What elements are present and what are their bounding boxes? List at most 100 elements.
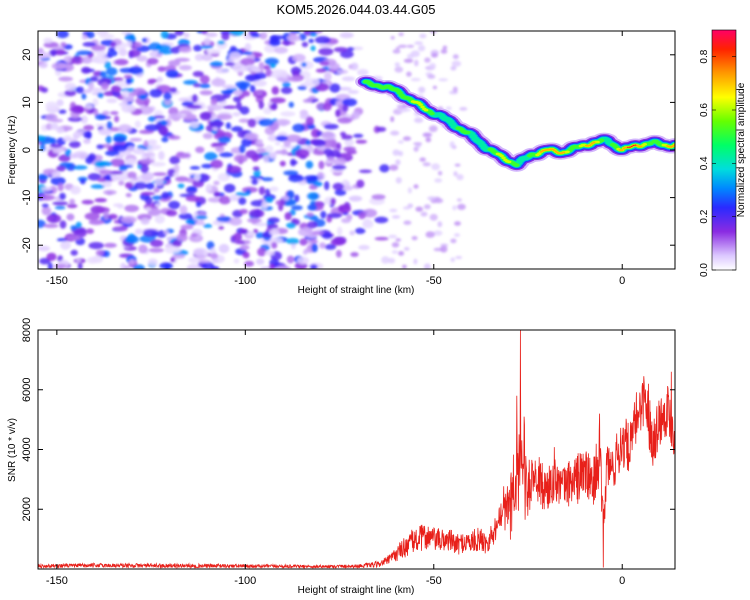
ridge-point	[628, 146, 631, 148]
noise-blob	[269, 229, 280, 236]
noise-blob	[455, 256, 463, 259]
noise-blob	[123, 74, 133, 79]
noise-blob	[43, 37, 53, 44]
x-tick-label: -150	[46, 575, 68, 587]
noise-blob	[202, 262, 215, 269]
noise-blob	[168, 135, 181, 140]
noise-blob	[392, 49, 401, 54]
noise-blob	[239, 208, 248, 215]
noise-blob	[147, 144, 162, 150]
noise-blob	[403, 108, 412, 112]
ridge-point	[554, 150, 558, 153]
ridge-point	[513, 163, 520, 167]
noise-blob	[255, 139, 263, 145]
noise-blob	[217, 173, 230, 182]
noise-blob	[431, 53, 438, 58]
noise-blob	[135, 96, 150, 106]
noise-blob	[91, 45, 106, 51]
ridge-point	[424, 108, 429, 112]
noise-blob	[198, 259, 211, 264]
ridge-point	[639, 145, 643, 148]
noise-blob	[112, 90, 121, 98]
noise-blob	[70, 185, 81, 195]
x-tick-label: 0	[619, 575, 625, 587]
noise-blob	[247, 218, 262, 223]
noise-blob	[110, 111, 119, 115]
noise-blob	[57, 183, 64, 192]
noise-blob	[283, 170, 299, 176]
noise-blob	[322, 138, 337, 148]
noise-blob	[189, 166, 201, 170]
noise-blob	[225, 62, 235, 66]
noise-blob	[267, 237, 283, 245]
noise-blob	[394, 62, 400, 67]
noise-blob	[124, 33, 135, 41]
noise-blob	[337, 86, 352, 91]
noise-blob	[406, 71, 412, 77]
noise-blob	[257, 247, 267, 257]
noise-blob	[259, 32, 268, 40]
noise-blob	[211, 78, 226, 87]
noise-blob	[456, 174, 464, 181]
noise-blob	[398, 32, 404, 37]
colorbar-tick-label: 0.8	[699, 49, 710, 63]
noise-blob	[105, 135, 112, 144]
noise-blob	[324, 181, 330, 191]
noise-blob	[99, 71, 107, 78]
noise-blob	[264, 197, 274, 203]
spectrogram-y-axis-label: Frequency (Hz)	[7, 116, 18, 185]
noise-blob	[423, 263, 431, 269]
colorbar-tick-label: 0.6	[699, 103, 710, 117]
noise-blob	[390, 116, 395, 123]
noise-blob	[79, 153, 86, 160]
noise-blob	[215, 68, 230, 74]
noise-blob	[286, 35, 301, 42]
noise-blob	[332, 182, 344, 191]
noise-blob	[419, 157, 426, 162]
noise-blob	[82, 41, 97, 47]
noise-blob	[126, 40, 133, 48]
noise-blob	[348, 195, 363, 202]
noise-blob	[158, 150, 165, 160]
noise-blob	[60, 42, 67, 47]
noise-blob	[410, 50, 420, 58]
noise-blob	[275, 265, 292, 269]
ridge-point	[632, 144, 635, 147]
noise-blob	[164, 98, 172, 106]
noise-blob	[209, 61, 223, 67]
noise-blob	[225, 122, 232, 130]
noise-blob	[112, 144, 128, 152]
noise-blob	[151, 162, 166, 167]
x-tick-label: -50	[426, 275, 442, 287]
noise-blob	[183, 32, 190, 38]
noise-blob	[186, 263, 201, 269]
noise-blob	[178, 46, 192, 53]
noise-blob	[450, 66, 457, 71]
noise-blob	[154, 177, 164, 186]
noise-blob	[104, 242, 117, 248]
noise-blob	[264, 250, 275, 256]
noise-blob	[90, 76, 99, 82]
noise-blob	[433, 230, 443, 236]
noise-blob	[357, 68, 369, 76]
noise-blob	[103, 189, 117, 195]
noise-blob	[155, 44, 171, 52]
noise-blob	[286, 255, 295, 264]
noise-blob	[63, 55, 73, 63]
noise-blob	[38, 51, 51, 59]
noise-blob	[168, 200, 181, 210]
noise-blob	[292, 53, 306, 63]
noise-blob	[351, 111, 360, 120]
noise-blob	[414, 117, 424, 123]
noise-blob	[203, 37, 211, 46]
noise-blob	[253, 229, 259, 234]
ridge-point	[507, 160, 512, 164]
noise-blob	[258, 100, 265, 110]
noise-blob	[415, 206, 424, 212]
snr-panel: -150 -100 -50 0 2000 4000 6000 8000 Height of s…	[7, 318, 676, 596]
noise-blob	[193, 249, 205, 255]
noise-blob	[41, 203, 49, 208]
noise-blob	[101, 82, 109, 91]
noise-blob	[285, 134, 302, 143]
noise-blob	[294, 194, 300, 203]
